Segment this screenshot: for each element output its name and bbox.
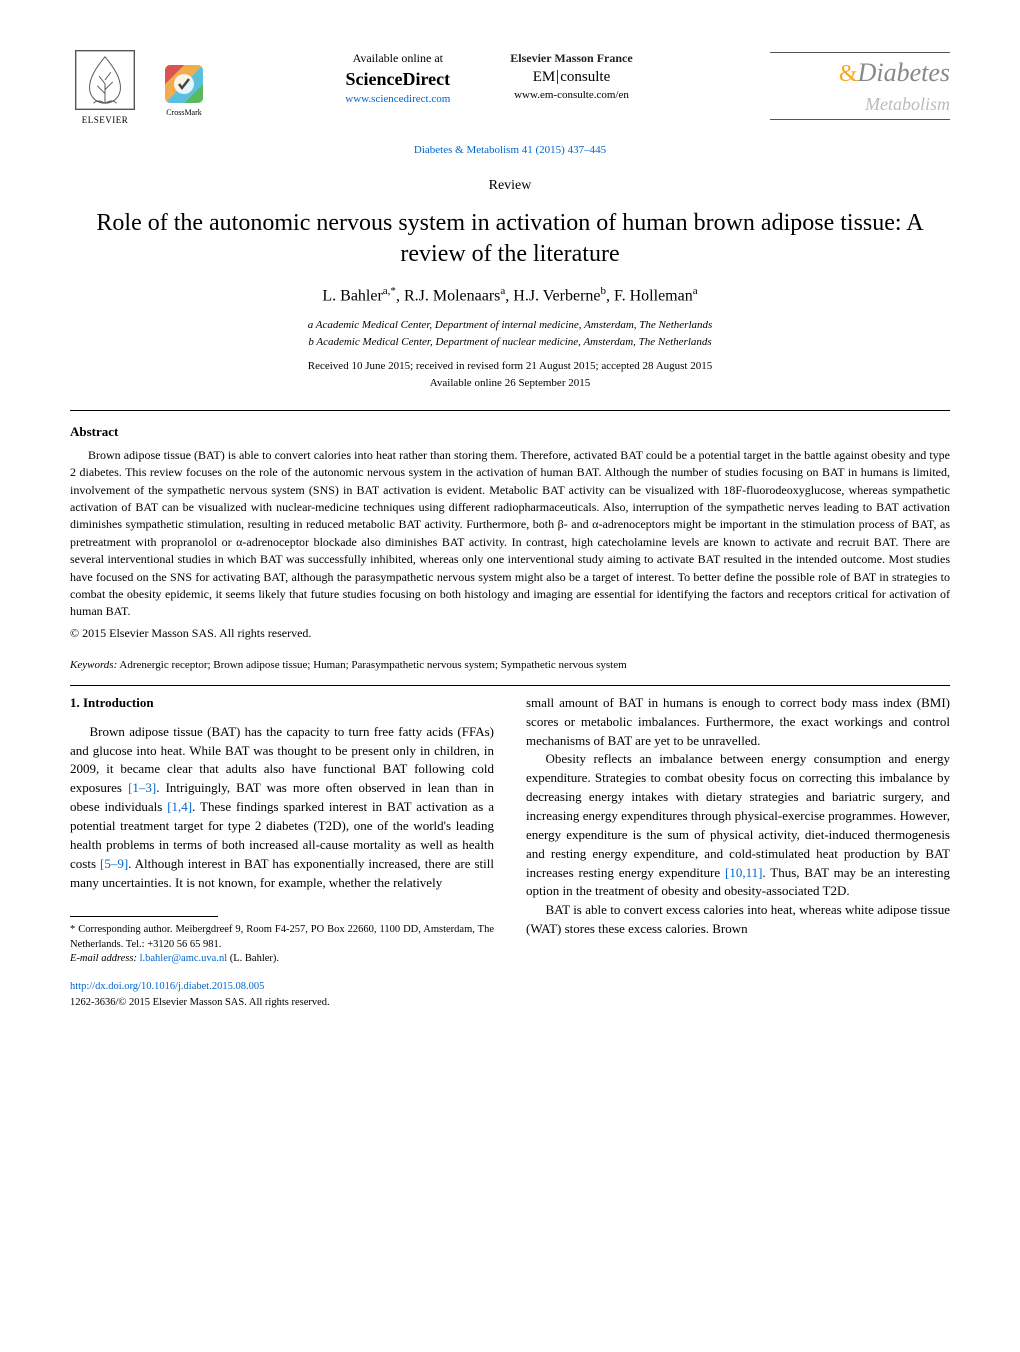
ref-link-10-11[interactable]: [10,11]: [725, 865, 762, 880]
available-online-text: Available online at: [345, 50, 450, 67]
author-1-sup: a,*: [383, 285, 396, 297]
affiliation-a: a Academic Medical Center, Department of…: [70, 318, 950, 333]
journal-subtitle: Metabolism: [770, 92, 950, 117]
footnote-separator: [70, 916, 218, 917]
author-4: F. Holleman: [614, 288, 693, 305]
column-left: 1. Introduction Brown adipose tissue (BA…: [70, 694, 494, 966]
center-links-block: Available online at ScienceDirect www.sc…: [208, 50, 770, 107]
intro-p3a: Obesity reflects an imbalance between en…: [526, 751, 950, 879]
ref-link-1-3[interactable]: [1–3]: [128, 780, 156, 795]
emconsulte-prefix: EM: [533, 69, 556, 85]
crossmark-label: CrossMark: [166, 107, 202, 118]
citation-line[interactable]: Diabetes & Metabolism 41 (2015) 437–445: [70, 143, 950, 158]
ref-link-1-4[interactable]: [1,4]: [167, 799, 192, 814]
article-title: Role of the autonomic nervous system in …: [90, 208, 930, 270]
author-4-sup: a: [693, 285, 698, 297]
body-columns: 1. Introduction Brown adipose tissue (BA…: [70, 694, 950, 966]
article-history: Received 10 June 2015; received in revis…: [70, 359, 950, 374]
journal-ampersand: &: [839, 61, 858, 87]
rule-above-abstract: [70, 410, 950, 411]
doi-link[interactable]: http://dx.doi.org/10.1016/j.diabet.2015.…: [70, 980, 950, 995]
column-right: small amount of BAT in humans is enough …: [526, 694, 950, 966]
journal-main-title: Diabetes: [858, 58, 950, 87]
abstract-heading: Abstract: [70, 423, 950, 441]
elsevier-masson-france-label: Elsevier Masson France: [510, 50, 632, 67]
affiliation-b: b Academic Medical Center, Department of…: [70, 335, 950, 350]
journal-logo: &Diabetes Metabolism: [770, 50, 950, 122]
intro-p1: Brown adipose tissue (BAT) has the capac…: [70, 723, 494, 893]
abstract-copyright: © 2015 Elsevier Masson SAS. All rights r…: [70, 625, 950, 642]
crossmark-icon: [165, 65, 203, 103]
ref-link-5-9[interactable]: [5–9]: [100, 856, 128, 871]
keywords-line: Keywords: Adrenergic receptor; Brown adi…: [70, 658, 950, 673]
authors-line: L. Bahlera,*, R.J. Molenaarsa, H.J. Verb…: [70, 284, 950, 308]
intro-p3: Obesity reflects an imbalance between en…: [526, 750, 950, 901]
corresponding-author-footnote: * Corresponding author. Meibergdreef 9, …: [70, 923, 494, 966]
email-link[interactable]: l.bahler@amc.uva.nl: [140, 953, 228, 964]
author-2: R.J. Molenaars: [404, 288, 500, 305]
author-2-sup: a: [500, 285, 505, 297]
author-3-sup: b: [601, 285, 607, 297]
email-author: (L. Bahler).: [230, 953, 279, 964]
emconsulte-suffix: consulte: [560, 69, 610, 85]
intro-p2: small amount of BAT in humans is enough …: [526, 694, 950, 751]
intro-p4: BAT is able to convert excess calories i…: [526, 901, 950, 939]
logos-left: ELSEVIER CrossMark: [70, 50, 208, 135]
publisher-header: ELSEVIER CrossMark Available online at S…: [70, 50, 950, 135]
sciencedirect-logo: ScienceDirect: [345, 67, 450, 92]
intro-heading: 1. Introduction: [70, 694, 494, 713]
email-label: E-mail address:: [70, 953, 137, 964]
available-online-date: Available online 26 September 2015: [70, 376, 950, 391]
footer-copyright: 1262-3636/© 2015 Elsevier Masson SAS. Al…: [70, 996, 950, 1011]
sciencedirect-link[interactable]: www.sciencedirect.com: [345, 92, 450, 107]
elsevier-tree-icon: [75, 50, 135, 110]
corr-author-text: * Corresponding author. Meibergdreef 9, …: [70, 923, 494, 951]
emconsulte-link[interactable]: www.em-consulte.com/en: [510, 88, 632, 103]
keywords-text: Adrenergic receptor; Brown adipose tissu…: [119, 659, 626, 671]
elsevier-logo: ELSEVIER: [70, 50, 140, 135]
rule-below-keywords: [70, 685, 950, 686]
email-line: E-mail address: l.bahler@amc.uva.nl (L. …: [70, 952, 494, 966]
emconsulte-logo: EMconsulte: [510, 67, 632, 88]
elsevier-label: ELSEVIER: [82, 114, 129, 127]
article-type: Review: [70, 176, 950, 196]
author-1: L. Bahler: [322, 288, 382, 305]
abstract-body: Brown adipose tissue (BAT) is able to co…: [70, 447, 950, 621]
author-3: H.J. Verberne: [513, 288, 600, 305]
intro-p1d: . Although interest in BAT has exponenti…: [70, 856, 494, 890]
keywords-label: Keywords:: [70, 659, 117, 671]
crossmark-logo[interactable]: CrossMark: [160, 65, 208, 121]
